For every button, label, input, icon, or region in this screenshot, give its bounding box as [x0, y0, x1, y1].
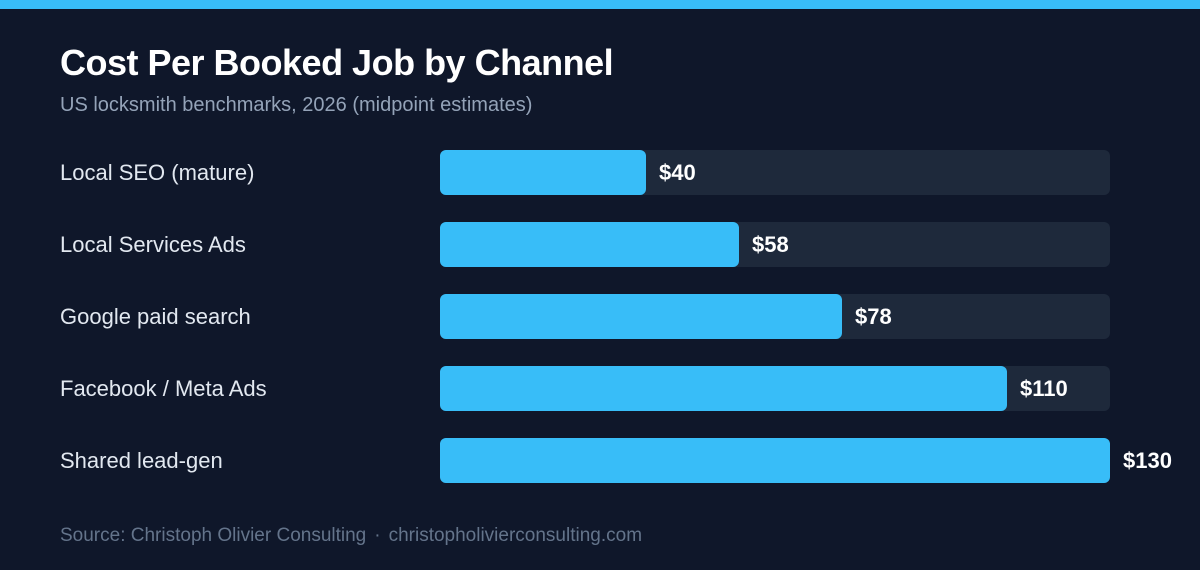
bar-row: Local SEO (mature) $40	[0, 150, 1200, 195]
bar	[440, 366, 1007, 411]
bar-row: Shared lead-gen $130	[0, 438, 1200, 483]
category-label: Shared lead-gen	[60, 448, 223, 473]
top-accent-stripe	[0, 0, 1200, 9]
bar	[440, 150, 646, 195]
source-footer: Source: Christoph Olivier Consulting · chr…	[60, 525, 642, 547]
footer-source: Source: Christoph Olivier Consulting	[60, 525, 367, 546]
bar-row: Facebook / Meta Ads $110	[0, 366, 1200, 411]
bar	[440, 294, 842, 339]
category-label: Local Services Ads	[60, 232, 246, 257]
value-label: $110	[1020, 376, 1068, 401]
category-label: Facebook / Meta Ads	[60, 376, 267, 401]
bar-row: Google paid search $78	[0, 294, 1200, 339]
value-label: $78	[855, 304, 892, 329]
chart-subtitle: US locksmith benchmarks, 2026 (midpoint …	[60, 94, 533, 116]
chart-title: Cost Per Booked Job by Channel	[60, 42, 614, 83]
category-label: Local SEO (mature)	[60, 160, 255, 185]
bar	[440, 222, 739, 267]
category-label: Google paid search	[60, 304, 251, 329]
value-label: $40	[659, 160, 696, 185]
value-label: $130	[1123, 448, 1172, 473]
value-label: $58	[752, 232, 789, 257]
bar	[440, 438, 1110, 483]
footer-separator: ·	[374, 525, 381, 546]
footer-site: christopholivierconsulting.com	[388, 525, 643, 546]
bar-row: Local Services Ads $58	[0, 222, 1200, 267]
